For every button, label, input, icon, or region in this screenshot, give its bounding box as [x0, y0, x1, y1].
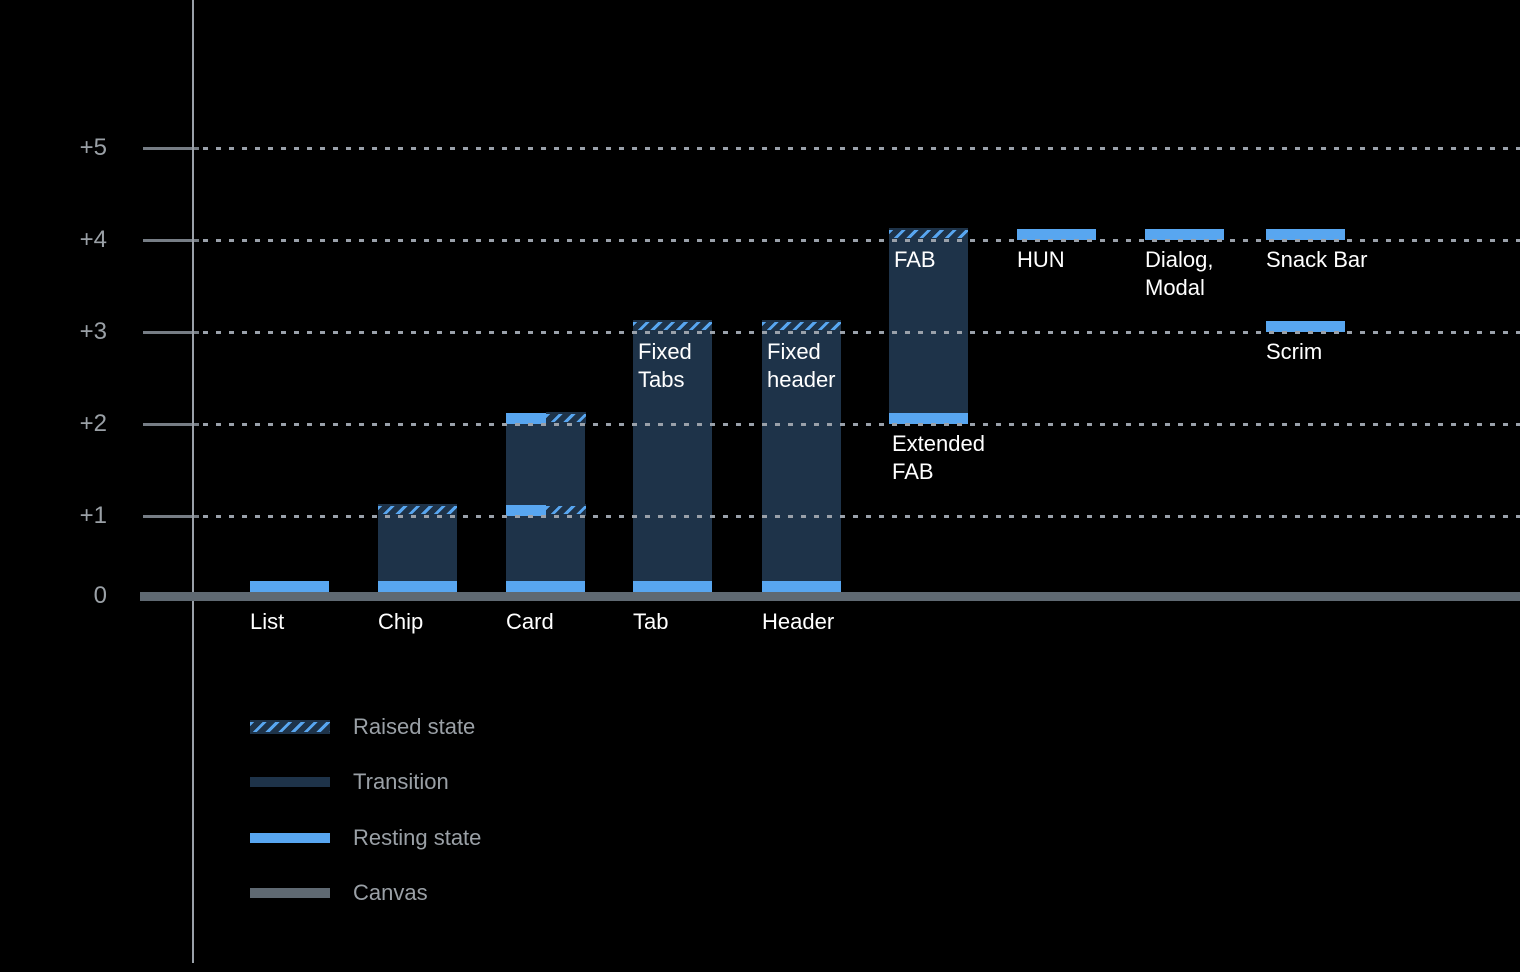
- bar-header-resting-band: [762, 581, 841, 592]
- bar-chip-body: [378, 505, 457, 592]
- bar-header-inner-label: Fixed header: [767, 339, 836, 392]
- bar-card-resting-band: [506, 413, 546, 424]
- bar-tab-axis-label: Tab: [633, 609, 669, 634]
- gridline-level-4: [203, 239, 1520, 242]
- y-tick-label-3: +3: [79, 318, 107, 345]
- legend-label-transition: Transition: [353, 769, 449, 794]
- bar-hun-resting-band: [1017, 229, 1096, 240]
- bar-header-axis-label: Header: [762, 609, 835, 634]
- bar-dialog-modal-resting-band: [1145, 229, 1224, 240]
- legend-label-resting-state: Resting state: [353, 825, 482, 850]
- y-tick-level-4: [143, 239, 199, 242]
- bar-fab-below-label: Extended FAB: [892, 431, 985, 484]
- legend-swatch-canvas: [250, 888, 330, 898]
- bar-scrim-resting-band: [1266, 321, 1345, 332]
- bar-dialog-modal-below-label: Dialog, Modal: [1145, 247, 1214, 300]
- canvas-line: [140, 592, 1520, 601]
- legend-swatch-raised-state: [250, 720, 330, 734]
- y-tick-label-1: +1: [79, 502, 107, 529]
- bar-fab-inner-label: FAB: [894, 247, 936, 272]
- legend-swatch-transition: [250, 777, 330, 787]
- legend-label-raised-state: Raised state: [353, 714, 476, 739]
- y-tick-level-1: [143, 515, 199, 518]
- bar-chip-axis-label: Chip: [378, 609, 424, 634]
- bar-scrim-below-label: Scrim: [1266, 339, 1323, 364]
- bar-tab-inner-label: Fixed Tabs: [638, 339, 692, 392]
- bar-card-resting-band: [506, 505, 546, 516]
- bar-snack-bar-resting-band: [1266, 229, 1345, 240]
- bar-fab-resting-band: [889, 413, 968, 424]
- legend-swatch-resting-state: [250, 833, 330, 843]
- gridline-level-2: [203, 423, 1520, 426]
- y-axis-line: [192, 0, 194, 963]
- gridline-level-1: [203, 515, 1520, 518]
- y-tick-label-4: +4: [79, 226, 107, 253]
- bar-card-axis-label: Card: [506, 609, 554, 634]
- gridline-level-3: [203, 331, 1520, 334]
- bar-header-body: [762, 321, 841, 592]
- bar-list-resting-band: [250, 581, 329, 592]
- bar-chip-resting-band: [378, 581, 457, 592]
- y-tick-level-3: [143, 331, 199, 334]
- y-tick-label-5: +5: [79, 134, 107, 161]
- y-tick-label-0: 0: [93, 582, 107, 609]
- bar-card-resting-band: [506, 581, 585, 592]
- bar-tab-resting-band: [633, 581, 712, 592]
- y-tick-level-2: [143, 423, 199, 426]
- y-tick-label-2: +2: [79, 410, 107, 437]
- bar-fab-body: [889, 229, 968, 424]
- bar-list-axis-label: List: [250, 609, 285, 634]
- gridline-level-5: [203, 147, 1520, 150]
- bar-card-body: [506, 413, 585, 592]
- y-tick-level-5: [143, 147, 199, 150]
- legend-label-canvas: Canvas: [353, 880, 428, 905]
- bar-snack-bar-below-label: Snack Bar: [1266, 247, 1368, 272]
- bar-hun-below-label: HUN: [1017, 247, 1065, 272]
- bar-tab-body: [633, 321, 712, 592]
